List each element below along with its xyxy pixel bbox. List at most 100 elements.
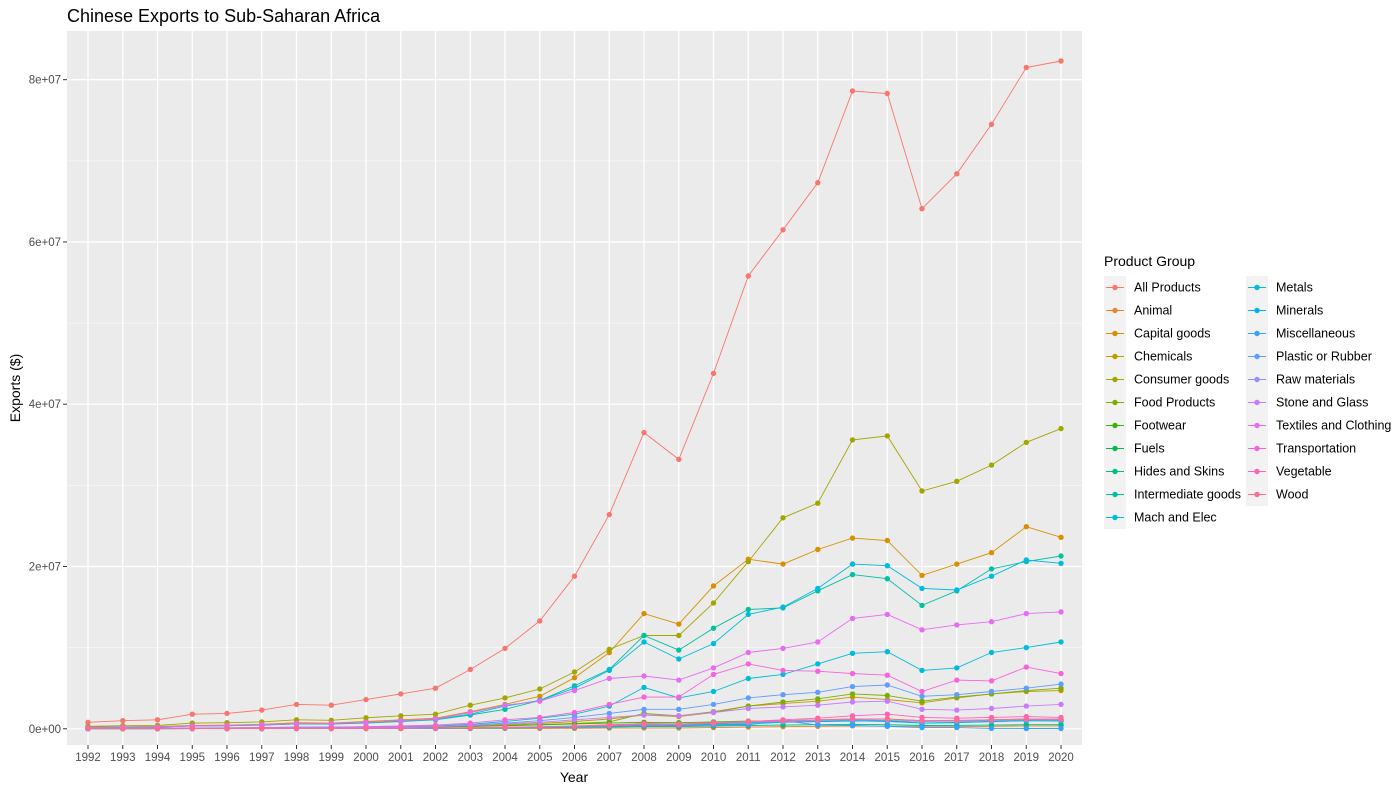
legend-key-point (1254, 330, 1260, 337)
legend-label: Minerals (1276, 304, 1323, 318)
legend-item: Plastic or Rubber (1246, 345, 1372, 368)
legend-label: Stone and Glass (1276, 396, 1368, 410)
x-tick-label: 2020 (1048, 752, 1074, 764)
data-point (745, 558, 751, 565)
data-point (954, 171, 960, 177)
data-point (606, 710, 612, 717)
legend-key-point (1112, 376, 1118, 383)
legend-key-point (1254, 422, 1260, 429)
data-point (606, 646, 612, 652)
data-point (884, 716, 890, 722)
data-point (467, 666, 473, 673)
data-point (988, 462, 995, 468)
data-point (120, 725, 126, 732)
data-point (954, 587, 960, 593)
x-tick-label: 2012 (770, 752, 796, 764)
data-point (919, 585, 925, 592)
data-point (954, 717, 960, 723)
x-tick-label: 2000 (353, 752, 379, 764)
data-point (363, 725, 369, 731)
data-point (954, 478, 960, 484)
data-point (398, 713, 404, 719)
data-point (467, 720, 473, 726)
x-tick-label: 2010 (701, 752, 727, 764)
legend-item: Footwear (1104, 414, 1186, 437)
data-point (224, 710, 230, 717)
legend-key-point (1254, 353, 1260, 360)
y-axis: 0e+00 2e+07 4e+07 6e+07 8e+07 (29, 75, 67, 736)
data-point (571, 669, 578, 675)
data-point (710, 665, 717, 671)
data-point (502, 702, 508, 708)
data-point (641, 429, 647, 436)
data-point (398, 691, 404, 697)
data-point (954, 677, 960, 683)
data-point (363, 696, 369, 703)
data-point (884, 682, 890, 688)
data-point (1058, 685, 1064, 691)
data-point (884, 433, 890, 439)
data-point (988, 573, 995, 579)
data-point (849, 615, 856, 622)
y-tick-label: 6e+07 (29, 237, 61, 249)
x-tick-label: 2001 (388, 752, 414, 764)
data-point (676, 647, 682, 653)
legend-item: Minerals (1246, 299, 1323, 322)
legend-label: Raw materials (1276, 373, 1355, 387)
legend-label: Capital goods (1134, 327, 1210, 341)
data-point (398, 718, 404, 724)
data-point (641, 639, 647, 645)
data-point (1058, 670, 1064, 677)
data-point (954, 665, 960, 671)
legend-key-point (1112, 468, 1118, 475)
data-point (780, 515, 786, 521)
data-point (919, 706, 925, 712)
legend-item: Textiles and Clothing (1246, 414, 1391, 437)
legend-label: Consumer goods (1134, 373, 1229, 387)
legend-label: Plastic or Rubber (1276, 350, 1372, 364)
data-point (815, 689, 821, 695)
data-point (85, 725, 91, 732)
data-point (884, 576, 890, 582)
data-point (884, 692, 890, 699)
data-point (815, 722, 821, 728)
data-point (954, 707, 960, 713)
legend-key-point (1112, 422, 1118, 429)
data-point (676, 656, 682, 662)
x-tick-label: 2007 (596, 752, 622, 764)
legend-label: Intermediate goods (1134, 488, 1241, 502)
data-point (849, 571, 856, 578)
data-point (676, 621, 682, 627)
data-point (571, 717, 578, 723)
data-point (919, 602, 925, 609)
x-tick-label: 2016 (909, 752, 935, 764)
data-point (1058, 681, 1064, 687)
data-point (919, 627, 925, 633)
data-point (467, 709, 473, 716)
data-point (641, 684, 647, 691)
data-point (919, 693, 925, 699)
data-point (259, 707, 265, 713)
data-point (849, 88, 856, 94)
data-point (954, 622, 960, 628)
data-point (432, 725, 439, 731)
data-point (676, 694, 682, 700)
data-point (849, 683, 856, 690)
data-point (745, 649, 751, 656)
data-point (189, 725, 195, 732)
data-point (154, 717, 161, 723)
data-point (432, 685, 439, 691)
legend-key-point (1254, 445, 1260, 452)
data-point (884, 649, 890, 655)
legend-label: Fuels (1134, 442, 1165, 456)
x-tick-label: 2006 (562, 752, 588, 764)
legend-label: Vegetable (1276, 465, 1332, 479)
data-point (606, 714, 612, 721)
data-point (502, 645, 508, 652)
x-tick-label: 1999 (318, 752, 344, 764)
data-point (884, 563, 890, 569)
data-point (1023, 557, 1029, 563)
data-point (710, 625, 717, 631)
y-tick-label: 8e+07 (29, 75, 61, 87)
data-point (954, 724, 960, 731)
